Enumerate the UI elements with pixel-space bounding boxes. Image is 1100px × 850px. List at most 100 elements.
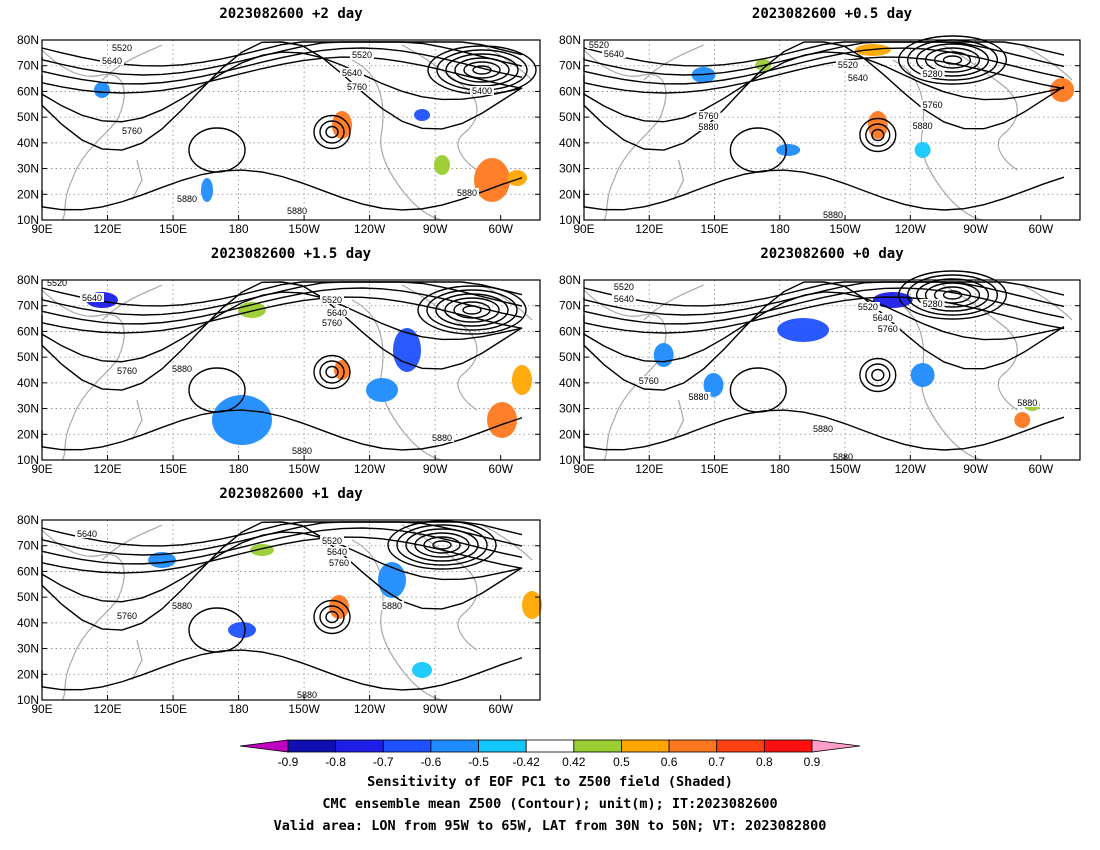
sensitivity-shade xyxy=(434,155,450,175)
contour-label: 5880 xyxy=(689,392,709,402)
lon-tick-label: 90W xyxy=(423,702,448,716)
lon-tick-label: 90E xyxy=(573,222,594,236)
sensitivity-shade xyxy=(512,365,532,395)
sensitivity-shade xyxy=(393,328,421,372)
contour-label: 5520 xyxy=(322,536,342,546)
map-panel-p0: 5520 5640 5520 5640 5760 5280 5760 5880 5880 5880… xyxy=(559,270,1081,476)
contour-label: 5880 xyxy=(292,446,312,456)
sensitivity-shade xyxy=(776,144,801,156)
lon-tick-label: 180 xyxy=(229,702,249,716)
colorbar-segment xyxy=(668,739,718,753)
sensitivity-shade xyxy=(777,318,830,342)
panel-title-p0: 2023082600 +0 day xyxy=(760,246,904,262)
lon-tick-label: 150E xyxy=(159,462,187,476)
lon-tick-label: 120E xyxy=(635,222,663,236)
lon-tick-label: 120E xyxy=(635,462,663,476)
lat-tick-label: 10N xyxy=(17,693,39,707)
lat-tick-label: 20N xyxy=(17,187,39,201)
contour-label: 5640 xyxy=(102,56,122,66)
colorbar-tick-label: -0.7 xyxy=(373,755,394,769)
contour-label: 5880 xyxy=(287,206,307,216)
contour-label: 5880 xyxy=(382,601,402,611)
lon-tick-label: 150E xyxy=(159,222,187,236)
map-panel-p1: 5640 5520 5640 5760 5760 5880 5880 5880 80N 70N 60… xyxy=(17,513,542,716)
lat-tick-label: 30N xyxy=(17,642,39,656)
lat-tick-label: 60N xyxy=(17,84,39,98)
contour-label: 5760 xyxy=(639,376,659,386)
lon-tick-label: 150E xyxy=(701,462,729,476)
contour-label: 5880 xyxy=(1017,398,1037,408)
lon-tick-label: 150W xyxy=(288,222,320,236)
contour-label: 5520 xyxy=(352,50,372,60)
lon-tick-label: 180 xyxy=(770,222,790,236)
panel-title-p15: 2023082600 +1.5 day xyxy=(210,246,372,262)
sensitivity-shade xyxy=(94,82,110,98)
z500-contours xyxy=(41,281,527,451)
contour-label: 5520 xyxy=(47,278,67,288)
contour-label: 5640 xyxy=(848,73,868,83)
sensitivity-shade xyxy=(1014,412,1031,428)
lon-tick-label: 120E xyxy=(94,702,122,716)
lon-tick-label: 180 xyxy=(770,462,790,476)
lon-tick-label: 90W xyxy=(423,462,448,476)
caption-line-2: CMC ensemble mean Z500 (Contour); unit(m… xyxy=(322,796,778,812)
colorbar-tick-label: -0.5 xyxy=(468,755,489,769)
map-panel-p15: 5520 5640 5520 5640 5760 5760 5880 5880 5880 80N 7… xyxy=(17,273,541,476)
sensitivity-shade xyxy=(914,142,931,158)
contour-label: 5760 xyxy=(322,318,342,328)
lat-tick-label: 80N xyxy=(17,33,39,47)
colorbar-tick-label: 0.6 xyxy=(661,755,678,769)
caption-line-1: Sensitivity of EOF PC1 to Z500 field (Sh… xyxy=(367,774,733,790)
contour-label: 5760 xyxy=(329,558,349,568)
lat-tick-label: 20N xyxy=(17,427,39,441)
lat-tick-label: 80N xyxy=(17,273,39,287)
lat-tick-label: 20N xyxy=(559,427,581,441)
contour-label: 5880 xyxy=(172,601,192,611)
colorbar: -0.9 -0.8 -0.7 -0.6 -0.5 -0.42 0.42 0.5 0.6 0.7 0.… xyxy=(239,739,861,770)
contour-label: 5880 xyxy=(813,424,833,434)
sensitivity-shade xyxy=(334,360,350,380)
contour-label: 5280 xyxy=(923,299,943,309)
contour-label: 5880 xyxy=(177,194,197,204)
lon-tick-label: 120W xyxy=(354,222,386,236)
colorbar-segment xyxy=(430,739,479,753)
lat-tick-label: 40N xyxy=(17,616,39,630)
lat-tick-label: 70N xyxy=(17,539,39,553)
lat-tick-label: 40N xyxy=(559,376,581,390)
contour-label: 5880 xyxy=(913,121,933,131)
lat-tick-label: 10N xyxy=(17,213,39,227)
sensitivity-shade xyxy=(378,562,406,598)
lon-tick-label: 90W xyxy=(423,222,448,236)
lon-tick-label: 60W xyxy=(488,222,513,236)
lat-tick-label: 60N xyxy=(17,324,39,338)
sensitivity-shade xyxy=(148,552,176,568)
lon-tick-label: 150W xyxy=(288,702,320,716)
lon-tick-label: 90E xyxy=(31,222,52,236)
lon-tick-label: 90E xyxy=(31,462,52,476)
contour-label: 5880 xyxy=(833,452,853,462)
contour-label: 5640 xyxy=(342,68,362,78)
colorbar-tick-label: 0.5 xyxy=(613,755,630,769)
contour-label: 5640 xyxy=(614,294,634,304)
contour-label: 5760 xyxy=(878,324,898,334)
lat-tick-label: 40N xyxy=(17,376,39,390)
lat-tick-label: 50N xyxy=(17,350,39,364)
panel-title-p2: 2023082600 +2 day xyxy=(219,6,363,22)
colorbar-tick-label: 0.9 xyxy=(804,755,821,769)
grid-lines xyxy=(584,40,1080,220)
contour-label: 5760 xyxy=(122,126,142,136)
lat-tick-label: 30N xyxy=(559,402,581,416)
colorbar-tick-label: 0.8 xyxy=(756,755,773,769)
lat-tick-label: 10N xyxy=(559,453,581,467)
lon-tick-label: 120E xyxy=(94,462,122,476)
lat-tick-label: 60N xyxy=(17,564,39,578)
z500-contours xyxy=(41,520,523,691)
lon-tick-label: 90E xyxy=(573,462,594,476)
contour-label: 5880 xyxy=(823,210,843,220)
sensitivity-shade xyxy=(414,109,430,121)
lon-tick-label: 150W xyxy=(829,222,861,236)
map-frame xyxy=(583,279,1081,461)
lat-tick-label: 50N xyxy=(559,350,581,364)
sensitivity-shade xyxy=(412,662,432,678)
colorbar-segment xyxy=(621,739,670,753)
